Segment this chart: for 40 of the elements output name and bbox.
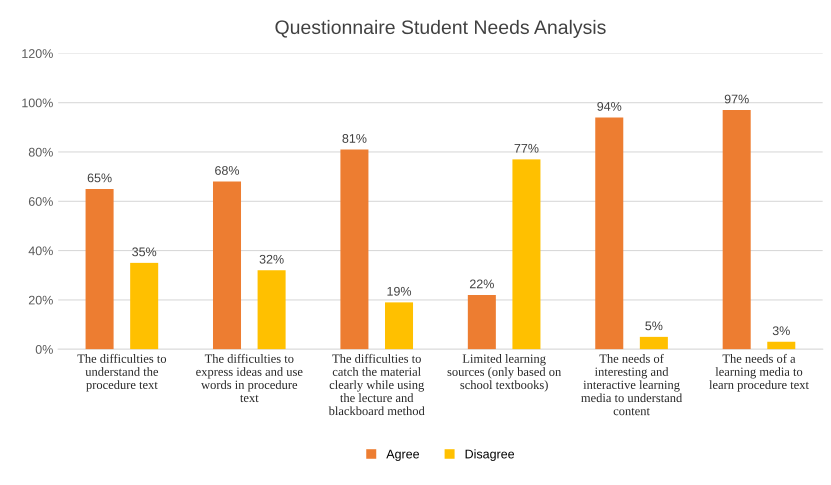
chart-title: Questionnaire Student Needs Analysis bbox=[275, 20, 606, 38]
legend-label: Agree bbox=[386, 450, 420, 461]
bar bbox=[722, 110, 751, 350]
x-tick-label: The difficulties to catch the material clearly while using the lecture and blackboard method bbox=[328, 354, 425, 416]
x-tick-label: The needs of interesting and interactive learning media to understand content bbox=[581, 354, 682, 416]
x-tick-label: The needs of a learning media to learn procedure text bbox=[709, 354, 809, 392]
text: 94% bbox=[597, 102, 622, 111]
y-tick-label: 100% bbox=[22, 98, 53, 108]
text: 19% bbox=[387, 286, 412, 296]
bar bbox=[130, 262, 158, 350]
text: 35% bbox=[132, 247, 156, 256]
y-tick-label: 40% bbox=[28, 246, 53, 256]
y-tick-label: 120% bbox=[22, 49, 53, 58]
bar bbox=[512, 159, 540, 350]
legend-label: Disagree bbox=[466, 449, 514, 461]
text: 97% bbox=[724, 94, 749, 104]
bar bbox=[258, 270, 286, 350]
bar bbox=[767, 342, 796, 350]
y-tick-label: 60% bbox=[28, 197, 53, 206]
text: 77% bbox=[514, 144, 539, 153]
text: 65% bbox=[88, 173, 112, 182]
x-tick-label: Limited learning sources (only based on school textbooks) bbox=[448, 354, 562, 392]
text: 81% bbox=[342, 134, 366, 143]
y-tick-label: 80% bbox=[28, 148, 53, 157]
text: 22% bbox=[470, 279, 494, 288]
text: 68% bbox=[215, 166, 240, 175]
bar bbox=[595, 117, 624, 350]
x-tick-label: The difficulties to understand the procedure text bbox=[77, 354, 166, 392]
text: 5% bbox=[645, 321, 662, 330]
bar bbox=[385, 302, 414, 350]
x-tick-label: The difficulties to express ideas and use words in procedure text bbox=[196, 354, 302, 402]
bar bbox=[640, 336, 668, 350]
text: 3% bbox=[772, 326, 790, 336]
y-tick-label: 20% bbox=[28, 296, 53, 305]
bar bbox=[468, 294, 496, 350]
bar bbox=[212, 182, 242, 350]
bar bbox=[340, 150, 368, 350]
text: 32% bbox=[260, 254, 284, 264]
y-tick-label: 0% bbox=[36, 345, 53, 354]
bar bbox=[86, 188, 114, 350]
